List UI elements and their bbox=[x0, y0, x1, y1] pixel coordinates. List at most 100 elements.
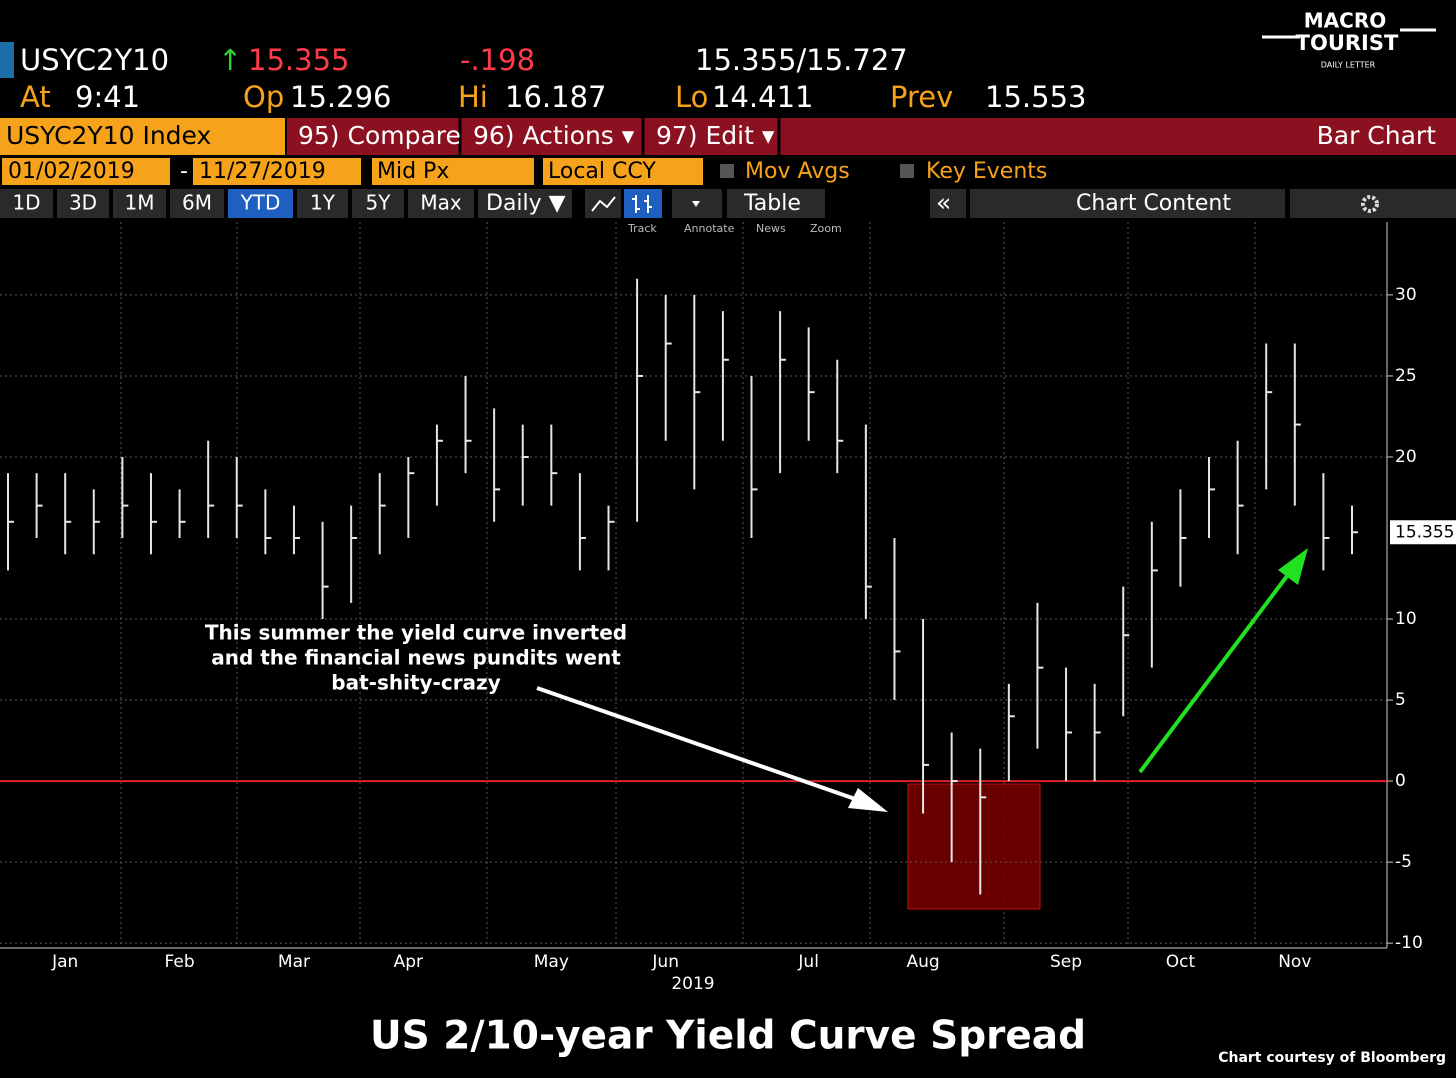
ticker-marker bbox=[0, 42, 14, 78]
logo-text: DAILY LETTER bbox=[1321, 61, 1376, 70]
end-box[interactable] bbox=[193, 158, 361, 185]
y-tick-label: 20 bbox=[1395, 447, 1417, 467]
bid-ask: 15.355/15.727 bbox=[695, 43, 908, 77]
button[interactable] bbox=[297, 189, 348, 218]
logo: MACRO TOURIST DAILY LETTER bbox=[1262, 9, 1436, 70]
button[interactable] bbox=[170, 189, 224, 218]
button[interactable] bbox=[0, 189, 53, 218]
bar-icon bbox=[632, 195, 652, 213]
button[interactable] bbox=[1290, 189, 1456, 218]
ticker: USYC2Y10 bbox=[20, 43, 169, 77]
x-tick-label: Nov bbox=[1278, 952, 1311, 972]
table[interactable]: Table bbox=[743, 191, 801, 216]
start-box[interactable] bbox=[2, 158, 170, 185]
price-field[interactable]: Mid Px bbox=[377, 159, 449, 184]
inversion-highlight bbox=[907, 783, 1041, 910]
open-label: Op bbox=[243, 80, 284, 114]
arrow-head bbox=[848, 788, 888, 812]
y-tick-label: 25 bbox=[1395, 366, 1417, 386]
collapse[interactable]: « bbox=[936, 188, 951, 217]
tool[interactable]: Track bbox=[627, 222, 657, 235]
dash: - bbox=[180, 159, 188, 184]
prev-label: Prev bbox=[890, 80, 953, 114]
price-tag-label: 15.355 bbox=[1395, 522, 1454, 542]
tool[interactable]: Annotate bbox=[684, 222, 735, 235]
change: -.198 bbox=[460, 43, 535, 77]
currency-box[interactable] bbox=[543, 158, 703, 185]
price-box[interactable] bbox=[372, 158, 534, 185]
time: 9:41 bbox=[75, 80, 140, 114]
prev: 15.553 bbox=[985, 80, 1086, 114]
period[interactable]: YTD bbox=[240, 191, 281, 215]
plot: -10 -5 0 5 10 20 25 30 Jan Feb Mar Apr May Jun Jul Aug S… bbox=[0, 222, 1423, 972]
y-tick-label: 30 bbox=[1395, 285, 1417, 305]
annotation-text: bat-shity-crazy bbox=[331, 671, 500, 695]
x-axis-label: 2019 bbox=[671, 974, 714, 994]
button[interactable] bbox=[624, 189, 662, 218]
key-events[interactable]: Key Events bbox=[926, 159, 1047, 184]
button[interactable] bbox=[113, 189, 166, 218]
button[interactable] bbox=[57, 189, 109, 218]
checkbox[interactable] bbox=[720, 164, 734, 178]
source: Chart courtesy of Bloomberg bbox=[1218, 1050, 1446, 1066]
x-tick-label: Oct bbox=[1166, 952, 1196, 972]
start-date[interactable]: 01/02/2019 bbox=[8, 159, 135, 184]
line-icon bbox=[591, 196, 616, 212]
button[interactable] bbox=[228, 189, 293, 218]
button[interactable] bbox=[970, 189, 1285, 218]
arrow-head bbox=[1278, 548, 1308, 585]
button[interactable] bbox=[408, 189, 474, 218]
y-tick-label: -10 bbox=[1395, 933, 1423, 953]
end-date[interactable]: 11/27/2019 bbox=[199, 159, 326, 184]
arrow: ↑ bbox=[218, 43, 242, 77]
at-label: At bbox=[20, 80, 51, 114]
period-buttons: 1D 3D 1M 6M YTD 1Y 5Y Max bbox=[0, 189, 474, 218]
tool[interactable]: Zoom bbox=[810, 222, 842, 235]
bars bbox=[7, 278, 1358, 895]
y-tick-label: 10 bbox=[1395, 609, 1417, 629]
low: 14.411 bbox=[712, 80, 813, 114]
y-tick-label: -5 bbox=[1395, 852, 1412, 872]
annotation-text: and the financial news pundits went bbox=[211, 646, 621, 670]
high-label: Hi bbox=[458, 80, 488, 114]
dropdown-icon bbox=[692, 201, 700, 207]
period[interactable]: 1D bbox=[12, 191, 40, 215]
compare[interactable]: 95) Compare bbox=[298, 121, 461, 150]
edit[interactable]: 97) Edit ▾ bbox=[656, 121, 775, 150]
button[interactable] bbox=[352, 189, 404, 218]
actions[interactable]: 96) Actions ▾ bbox=[473, 121, 635, 150]
annotation-text: This summer the yield curve inverted bbox=[205, 621, 627, 645]
tool[interactable]: News bbox=[756, 222, 786, 235]
logo-text: MACRO bbox=[1304, 9, 1386, 33]
low-label: Lo bbox=[675, 80, 708, 114]
currency[interactable]: Local CCY bbox=[548, 159, 656, 184]
chart-content[interactable]: Chart Content bbox=[1076, 191, 1231, 216]
y-tick-label: 0 bbox=[1395, 771, 1406, 791]
period[interactable]: Max bbox=[420, 191, 462, 215]
button[interactable] bbox=[727, 189, 825, 218]
button[interactable] bbox=[478, 189, 572, 218]
security[interactable]: USYC2Y10 Index bbox=[6, 121, 211, 150]
period[interactable]: 1M bbox=[125, 191, 155, 215]
open: 15.296 bbox=[290, 80, 391, 114]
x-tick-label: Jan bbox=[51, 952, 78, 972]
period[interactable]: 6M bbox=[182, 191, 212, 215]
x-tick-label: Jun bbox=[651, 952, 679, 972]
checkbox[interactable] bbox=[900, 164, 914, 178]
period[interactable]: 1Y bbox=[310, 191, 336, 215]
mov-avgs[interactable]: Mov Avgs bbox=[745, 159, 850, 184]
button[interactable] bbox=[930, 189, 966, 218]
period[interactable]: 3D bbox=[69, 191, 97, 215]
period[interactable]: 5Y bbox=[366, 191, 392, 215]
frequency[interactable]: Daily ▼ bbox=[486, 191, 566, 216]
x-tick-label: Jul bbox=[797, 952, 819, 972]
chart-title: US 2/10-year Yield Curve Spread bbox=[370, 1014, 1086, 1059]
price-tag bbox=[1390, 520, 1456, 545]
last: 15.355 bbox=[248, 43, 349, 77]
y-tick-label: 5 bbox=[1395, 690, 1406, 710]
security-box[interactable] bbox=[0, 118, 285, 155]
settings-icon[interactable] bbox=[1361, 195, 1379, 213]
tools: Track Annotate News Zoom bbox=[627, 222, 842, 235]
x-tick-label: Apr bbox=[394, 952, 423, 972]
